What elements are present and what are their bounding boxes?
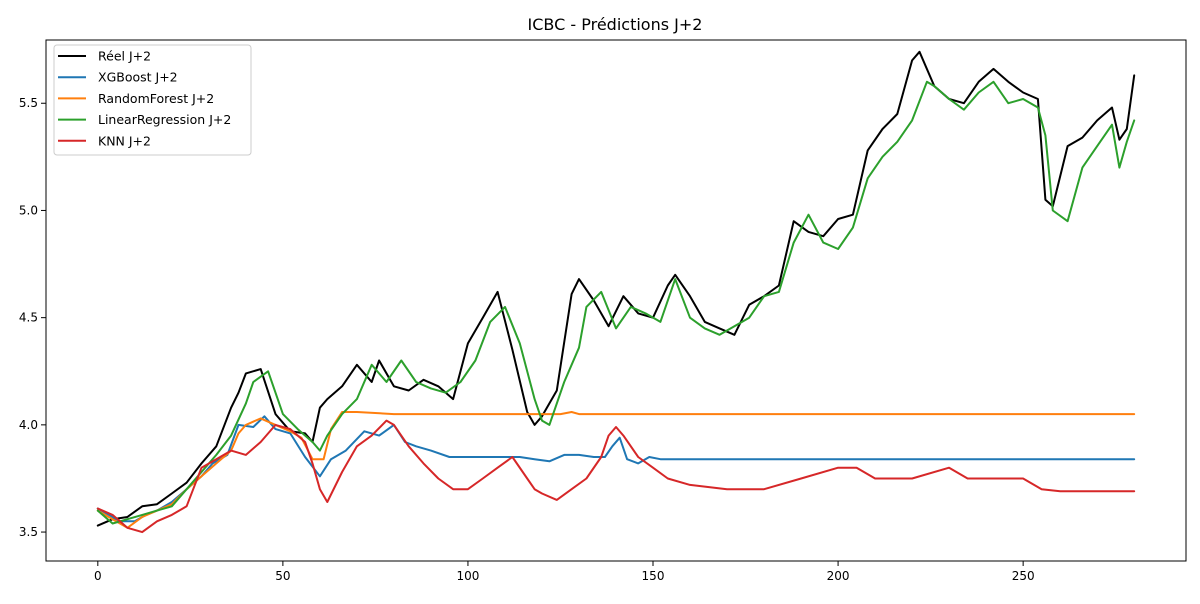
x-tick-label: 150	[642, 569, 665, 583]
legend-label: XGBoost J+2	[98, 70, 178, 85]
legend-box	[53, 44, 252, 156]
axes-frame	[45, 39, 1187, 562]
x-tick-label: 200	[827, 569, 850, 583]
y-tick-label: 5.0	[19, 203, 38, 217]
legend-label: RandomForest J+2	[98, 91, 214, 106]
y-axis: 3.5 4.0 4.5 5.0 5.5	[19, 96, 46, 539]
series-layer	[96, 50, 1136, 534]
legend-label: KNN J+2	[98, 133, 151, 148]
y-tick-label: 4.5	[19, 311, 38, 325]
x-tick-label: 100	[456, 569, 479, 583]
y-tick-label: 3.5	[19, 525, 38, 539]
chart-title: ICBC - Prédictions J+2	[528, 15, 703, 34]
series-line-0	[96, 50, 1136, 527]
y-tick-label: 5.5	[19, 96, 38, 110]
x-tick-label: 50	[275, 569, 290, 583]
legend-label: Réel J+2	[98, 49, 151, 64]
legend-label: LinearRegression J+2	[98, 112, 231, 127]
x-axis: 0 50 100 150 200 250	[94, 561, 1035, 583]
series-line-3	[96, 80, 1136, 525]
x-tick-label: 250	[1012, 569, 1035, 583]
x-tick-label: 0	[94, 569, 102, 583]
series-line-4	[96, 419, 1136, 534]
legend: Réel J+2 XGBoost J+2 RandomForest J+2 Linea…	[53, 44, 252, 156]
y-tick-label: 4.0	[19, 418, 38, 432]
